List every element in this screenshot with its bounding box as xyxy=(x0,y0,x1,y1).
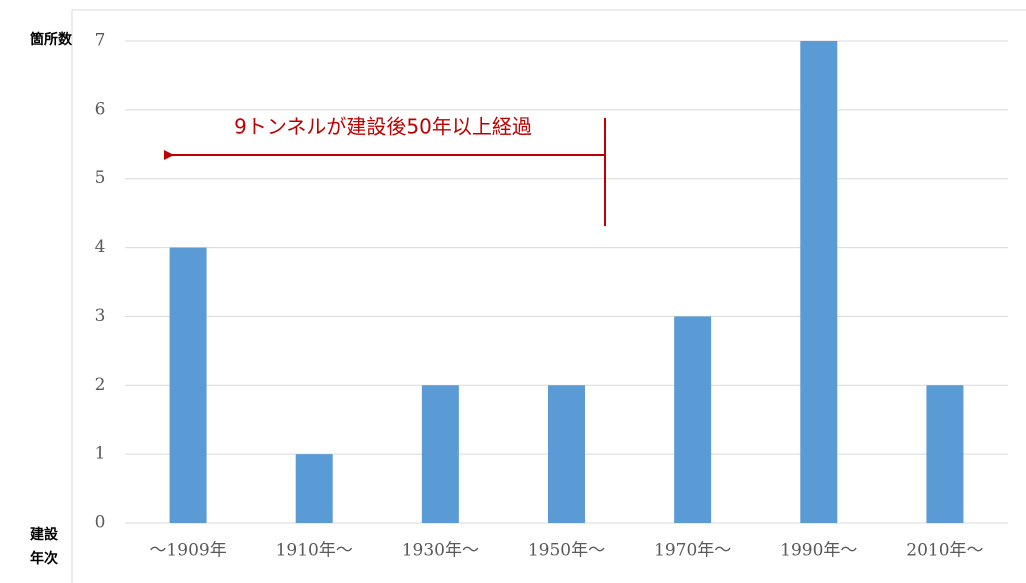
x-axis-label: 年次 xyxy=(30,550,58,567)
x-tick-label: 1930年～ xyxy=(402,541,479,561)
x-tick-label: ～1909年 xyxy=(149,541,226,561)
x-axis-label: 建設 xyxy=(30,526,59,543)
y-tick-label: 6 xyxy=(95,99,106,119)
y-tick-label: 2 xyxy=(95,375,106,395)
bar xyxy=(548,385,585,523)
y-tick-label: 5 xyxy=(95,168,106,188)
y-tick-label: 3 xyxy=(95,306,106,326)
x-tick-label: 1990年～ xyxy=(780,541,857,561)
y-axis-label: 箇所数 xyxy=(30,31,73,48)
x-tick-label: 1970年～ xyxy=(654,541,731,561)
annotation: 9トンネルが建設後50年以上経過 xyxy=(234,115,532,139)
y-tick-label: 1 xyxy=(95,444,106,464)
bar xyxy=(926,385,964,523)
bar xyxy=(295,454,333,523)
bars xyxy=(169,41,964,524)
y-tick-label: 7 xyxy=(95,31,106,51)
grid xyxy=(125,40,1008,524)
y-tick-label: 0 xyxy=(95,513,106,533)
x-tick-label: 1910年～ xyxy=(276,541,353,561)
x-tick-label: 1950年～ xyxy=(528,541,605,561)
y-tick-label: 4 xyxy=(95,237,106,257)
bar xyxy=(674,316,712,523)
bar xyxy=(169,247,207,524)
bar xyxy=(800,41,838,523)
x-tick-label: 2010年～ xyxy=(906,541,983,561)
chart-border xyxy=(71,9,1026,583)
bar xyxy=(421,385,459,523)
